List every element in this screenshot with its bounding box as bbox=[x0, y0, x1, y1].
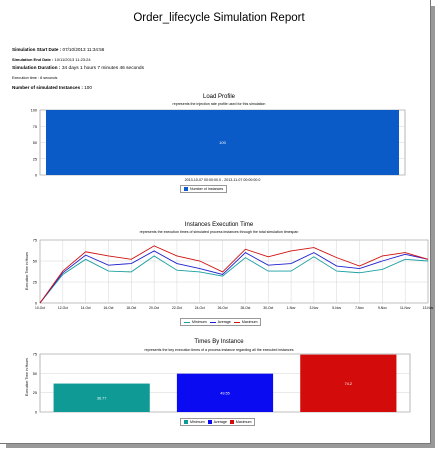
exec-time-title: Instances Execution Time bbox=[184, 222, 254, 228]
x-tick-label: 7-Nov bbox=[355, 306, 364, 310]
bar-value-label: 49.55 bbox=[220, 391, 230, 395]
y-tick-label: 50 bbox=[33, 141, 37, 145]
legend-line bbox=[233, 321, 240, 323]
legend-swatch bbox=[229, 420, 234, 425]
start-date-label: Simulation Start Date : bbox=[12, 47, 62, 52]
duration-line: Simulation Duration : 34 days 1 hours 7 … bbox=[12, 66, 144, 71]
x-tick-label: 5-Nov bbox=[332, 306, 341, 310]
times-by-instance-subtitle: represents the key execution times of a … bbox=[144, 348, 294, 352]
page-shadow-right bbox=[431, 6, 435, 446]
load-profile-title: Load Profile bbox=[202, 94, 236, 100]
x-tick-label: 14-Oct bbox=[81, 306, 91, 310]
end-date-value: 10/11/2013 11:23:24 bbox=[54, 57, 91, 62]
bar-average bbox=[176, 373, 274, 412]
bar-minimum bbox=[53, 383, 150, 412]
legend-label: Number of Instances bbox=[190, 187, 224, 191]
legend-line bbox=[209, 321, 216, 323]
load-profile-subtitle: represents the injection rate profile us… bbox=[172, 102, 266, 106]
legend-label: Maximum bbox=[235, 420, 252, 424]
legend-item-average: Average bbox=[209, 320, 231, 324]
duration-value: 34 days 1 hours 7 minutes 46 seconds bbox=[61, 66, 144, 71]
x-tick-label: 28-Oct bbox=[240, 306, 250, 310]
bar-value-label: 100 bbox=[219, 140, 226, 145]
x-tick-label: 30-Oct bbox=[263, 306, 273, 310]
bar-value-label: 74.2 bbox=[345, 382, 352, 386]
x-tick-label: 11-Nov bbox=[400, 306, 411, 310]
legend-label: Minimum bbox=[192, 320, 207, 324]
exec-time-legend: Minimum Average Maximum bbox=[180, 318, 262, 326]
x-tick-label: 22-Oct bbox=[172, 306, 182, 310]
x-tick-label: 9-Nov bbox=[378, 306, 387, 310]
times-by-instance-title: Times By Instance bbox=[194, 339, 244, 345]
series-line-average bbox=[39, 250, 429, 304]
exec-time-label: Execution time : bbox=[12, 76, 40, 80]
duration-label: Simulation Duration : bbox=[12, 66, 61, 71]
x-tick-label: 1-Nov bbox=[287, 306, 296, 310]
start-date-value: 07/10/2013 11:34:56 bbox=[62, 47, 105, 52]
bar-maximum bbox=[300, 354, 397, 412]
y-tick-label: 25 bbox=[33, 157, 37, 161]
times-legend: Minimum Average Maximum bbox=[180, 418, 256, 427]
end-date-label: Simulation End Date : bbox=[12, 57, 54, 62]
legend-swatch bbox=[184, 420, 188, 425]
x-tick-label: 3-Nov bbox=[309, 306, 318, 310]
y-tick-label: 0 bbox=[35, 411, 37, 415]
legend-label: Maximum bbox=[241, 320, 258, 324]
instances-value: 100 bbox=[84, 85, 92, 90]
legend-item-maximum: Maximum bbox=[233, 320, 258, 324]
legend-item-minimum: Minimum bbox=[184, 420, 205, 425]
y-tick-label: 75 bbox=[33, 353, 37, 357]
instances-line: Number of simulated Instances : 100 bbox=[12, 85, 92, 90]
end-date-line: Simulation End Date : 10/11/2013 11:23:2… bbox=[12, 57, 91, 62]
legend-item-maximum: Maximum bbox=[229, 420, 252, 425]
legend-swatch bbox=[184, 187, 188, 192]
times-ylabel: Execution Time in Hours bbox=[25, 358, 29, 396]
y-tick-label: 50 bbox=[33, 260, 37, 264]
x-tick-label: 2013-10-07 00:00:00.0 - 2013-11-07 00:00… bbox=[185, 178, 261, 182]
legend-line bbox=[184, 321, 190, 323]
x-tick-label: 24-Oct bbox=[195, 306, 205, 310]
legend-swatch bbox=[207, 420, 212, 425]
page-shadow-bottom bbox=[6, 444, 435, 448]
bar bbox=[46, 110, 399, 175]
y-tick-label: 50 bbox=[33, 372, 37, 376]
exec-time-subtitle: represents the execution times of simula… bbox=[139, 230, 299, 234]
load-profile-legend: Number of Instances bbox=[180, 185, 228, 194]
bar-value-label: 36.77 bbox=[97, 396, 107, 400]
x-tick-label: 20-Oct bbox=[149, 306, 159, 310]
legend-label: Minimum bbox=[190, 420, 205, 424]
exec-time-value: 8 seconds bbox=[40, 76, 58, 80]
legend-label: Average bbox=[213, 420, 227, 424]
legend-item-average: Average bbox=[207, 420, 227, 425]
y-tick-label: 0 bbox=[35, 302, 37, 306]
report-title: Order_lifecycle Simulation Report bbox=[133, 12, 305, 24]
y-tick-label: 25 bbox=[33, 281, 37, 285]
exec-time-line: Execution time : 8 seconds bbox=[12, 76, 57, 80]
series-line-minimum bbox=[39, 255, 429, 304]
legend-label: Average bbox=[217, 320, 231, 324]
x-tick-label: 16-Oct bbox=[104, 306, 114, 310]
x-tick-label: 12-Oct bbox=[58, 306, 68, 310]
y-tick-label: 75 bbox=[33, 239, 37, 243]
y-tick-label: 25 bbox=[33, 391, 37, 395]
y-tick-label: 100 bbox=[31, 109, 37, 113]
legend-item-minimum: Minimum bbox=[184, 320, 207, 324]
y-tick-label: 75 bbox=[33, 125, 37, 129]
exec-time-ylabel: Execution Time in Hours bbox=[25, 252, 29, 290]
x-tick-label: 26-Oct bbox=[218, 306, 228, 310]
start-date-line: Simulation Start Date : 07/10/2013 11:34… bbox=[12, 47, 104, 52]
legend-item-number-of-instances: Number of Instances bbox=[184, 187, 224, 192]
x-tick-label: 10-Oct bbox=[35, 306, 45, 310]
plot-area bbox=[39, 239, 429, 304]
y-tick-label: 0 bbox=[35, 174, 37, 178]
x-tick-label: 18-Oct bbox=[126, 306, 136, 310]
instances-label: Number of simulated Instances : bbox=[12, 85, 83, 90]
series-line-maximum bbox=[39, 245, 429, 304]
x-tick-label: 13-Nov bbox=[423, 306, 434, 310]
